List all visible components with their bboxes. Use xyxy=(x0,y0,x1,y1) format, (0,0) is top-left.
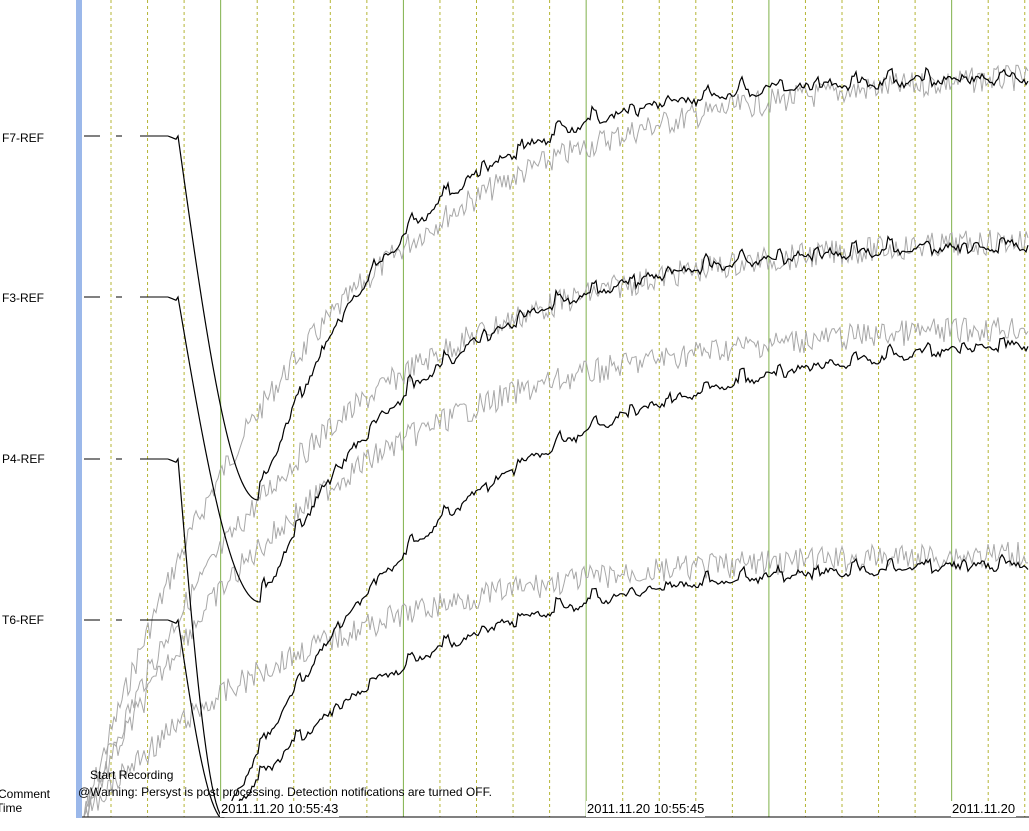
eeg-trace-2 xyxy=(167,235,1029,603)
overlay-trace-3 xyxy=(83,317,1029,818)
channel-label-f3[interactable]: F3-REF xyxy=(2,291,44,305)
eeg-trace-1 xyxy=(167,66,1029,501)
start-recording-annotation[interactable]: Start Recording xyxy=(90,768,174,782)
overlay-trace-2 xyxy=(83,229,1029,817)
eeg-trace-4 xyxy=(167,553,1029,818)
timestamp-2: 2011.11.20 10:55:45 xyxy=(586,801,706,817)
channel-label-f7[interactable]: F7-REF xyxy=(2,131,44,145)
comment-row-label: Comment xyxy=(0,787,51,801)
overlay-traces xyxy=(83,64,1029,818)
channel-label-p4[interactable]: P4-REF xyxy=(2,452,45,466)
time-grid xyxy=(110,0,1026,817)
channel-baseline-markers xyxy=(84,135,168,621)
overlay-trace-4 xyxy=(84,541,1028,818)
time-cursor[interactable] xyxy=(76,0,82,818)
timestamp-1: 2011.11.20 10:55:43 xyxy=(220,801,340,817)
overlay-trace-1 xyxy=(83,64,1029,817)
eeg-trace-3 xyxy=(167,336,1029,818)
warning-annotation[interactable]: @Warning: Persyst is post processing. De… xyxy=(78,785,492,799)
timestamp-3: 2011.11.20 xyxy=(951,801,1017,817)
time-row-label: Time xyxy=(0,801,23,815)
eeg-traces xyxy=(167,66,1029,818)
channel-label-t6[interactable]: T6-REF xyxy=(2,613,44,627)
